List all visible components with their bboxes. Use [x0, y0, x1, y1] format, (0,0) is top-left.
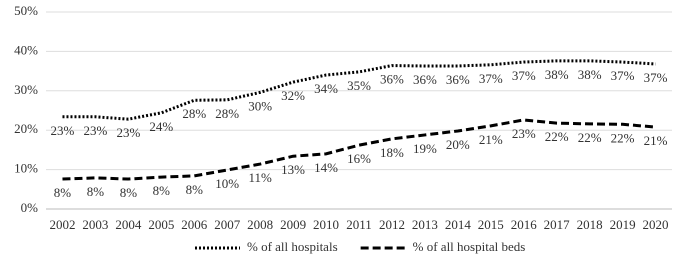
y-tick-label: 10%: [14, 161, 38, 176]
x-tick-label: 2019: [610, 217, 636, 232]
data-label: 21%: [479, 132, 503, 147]
data-label: 21%: [644, 133, 668, 148]
x-tick-label: 2009: [280, 217, 306, 232]
data-label: 13%: [281, 162, 305, 177]
x-tick-label: 2017: [544, 217, 571, 232]
x-tick-label: 2010: [313, 217, 339, 232]
data-label: 32%: [281, 88, 305, 103]
data-label: 8%: [120, 185, 138, 200]
data-label: 30%: [248, 98, 272, 113]
data-label: 23%: [51, 123, 75, 138]
data-label: 28%: [182, 106, 206, 121]
data-label: 18%: [380, 145, 404, 160]
data-label: 20%: [446, 137, 470, 152]
data-label: 37%: [512, 68, 536, 83]
data-label: 36%: [446, 72, 470, 87]
data-label: 38%: [578, 67, 602, 82]
data-label: 38%: [545, 67, 569, 82]
y-tick-label: 20%: [14, 121, 38, 136]
data-label: 23%: [512, 126, 536, 141]
data-label: 23%: [116, 125, 140, 140]
x-tick-label: 2011: [346, 217, 372, 232]
data-label: 37%: [644, 70, 668, 85]
x-tick-label: 2018: [577, 217, 603, 232]
data-label: 16%: [347, 151, 371, 166]
x-tick-label: 2007: [214, 217, 241, 232]
data-label: 34%: [314, 81, 338, 96]
x-tick-label: 2002: [49, 217, 75, 232]
data-label: 8%: [186, 182, 204, 197]
data-label: 14%: [314, 160, 338, 175]
y-tick-label: 50%: [14, 3, 38, 18]
data-label: 11%: [248, 170, 272, 185]
legend-label: % of all hospitals: [247, 239, 338, 254]
data-label: 24%: [149, 119, 173, 134]
x-tick-label: 2006: [181, 217, 208, 232]
data-label: 36%: [380, 72, 404, 87]
data-label: 10%: [215, 176, 239, 191]
data-label: 22%: [611, 130, 635, 145]
data-label: 8%: [87, 184, 105, 199]
y-tick-label: 40%: [14, 42, 38, 57]
data-label: 35%: [347, 78, 371, 93]
y-tick-label: 0%: [21, 200, 39, 215]
x-tick-label: 2014: [445, 217, 472, 232]
data-label: 36%: [413, 72, 437, 87]
x-tick-label: 2015: [478, 217, 504, 232]
series-line: [62, 118, 656, 181]
legend-label: % of all hospital beds: [413, 239, 526, 254]
x-tick-label: 2008: [247, 217, 273, 232]
x-tick-label: 2013: [412, 217, 438, 232]
data-label: 19%: [413, 141, 437, 156]
data-label: 37%: [479, 71, 503, 86]
x-tick-label: 2004: [115, 217, 142, 232]
series-line: [62, 59, 656, 121]
data-label: 23%: [83, 123, 107, 138]
data-label: 37%: [611, 68, 635, 83]
x-tick-label: 2005: [148, 217, 174, 232]
x-tick-label: 2003: [82, 217, 108, 232]
x-tick-label: 2016: [511, 217, 538, 232]
data-label: 22%: [545, 129, 569, 144]
x-tick-label: 2012: [379, 217, 405, 232]
x-tick-label: 2020: [643, 217, 669, 232]
y-tick-label: 30%: [14, 82, 38, 97]
data-label: 8%: [153, 183, 171, 198]
data-label: 28%: [215, 106, 239, 121]
data-label: 8%: [54, 185, 72, 200]
data-label: 22%: [578, 130, 602, 145]
